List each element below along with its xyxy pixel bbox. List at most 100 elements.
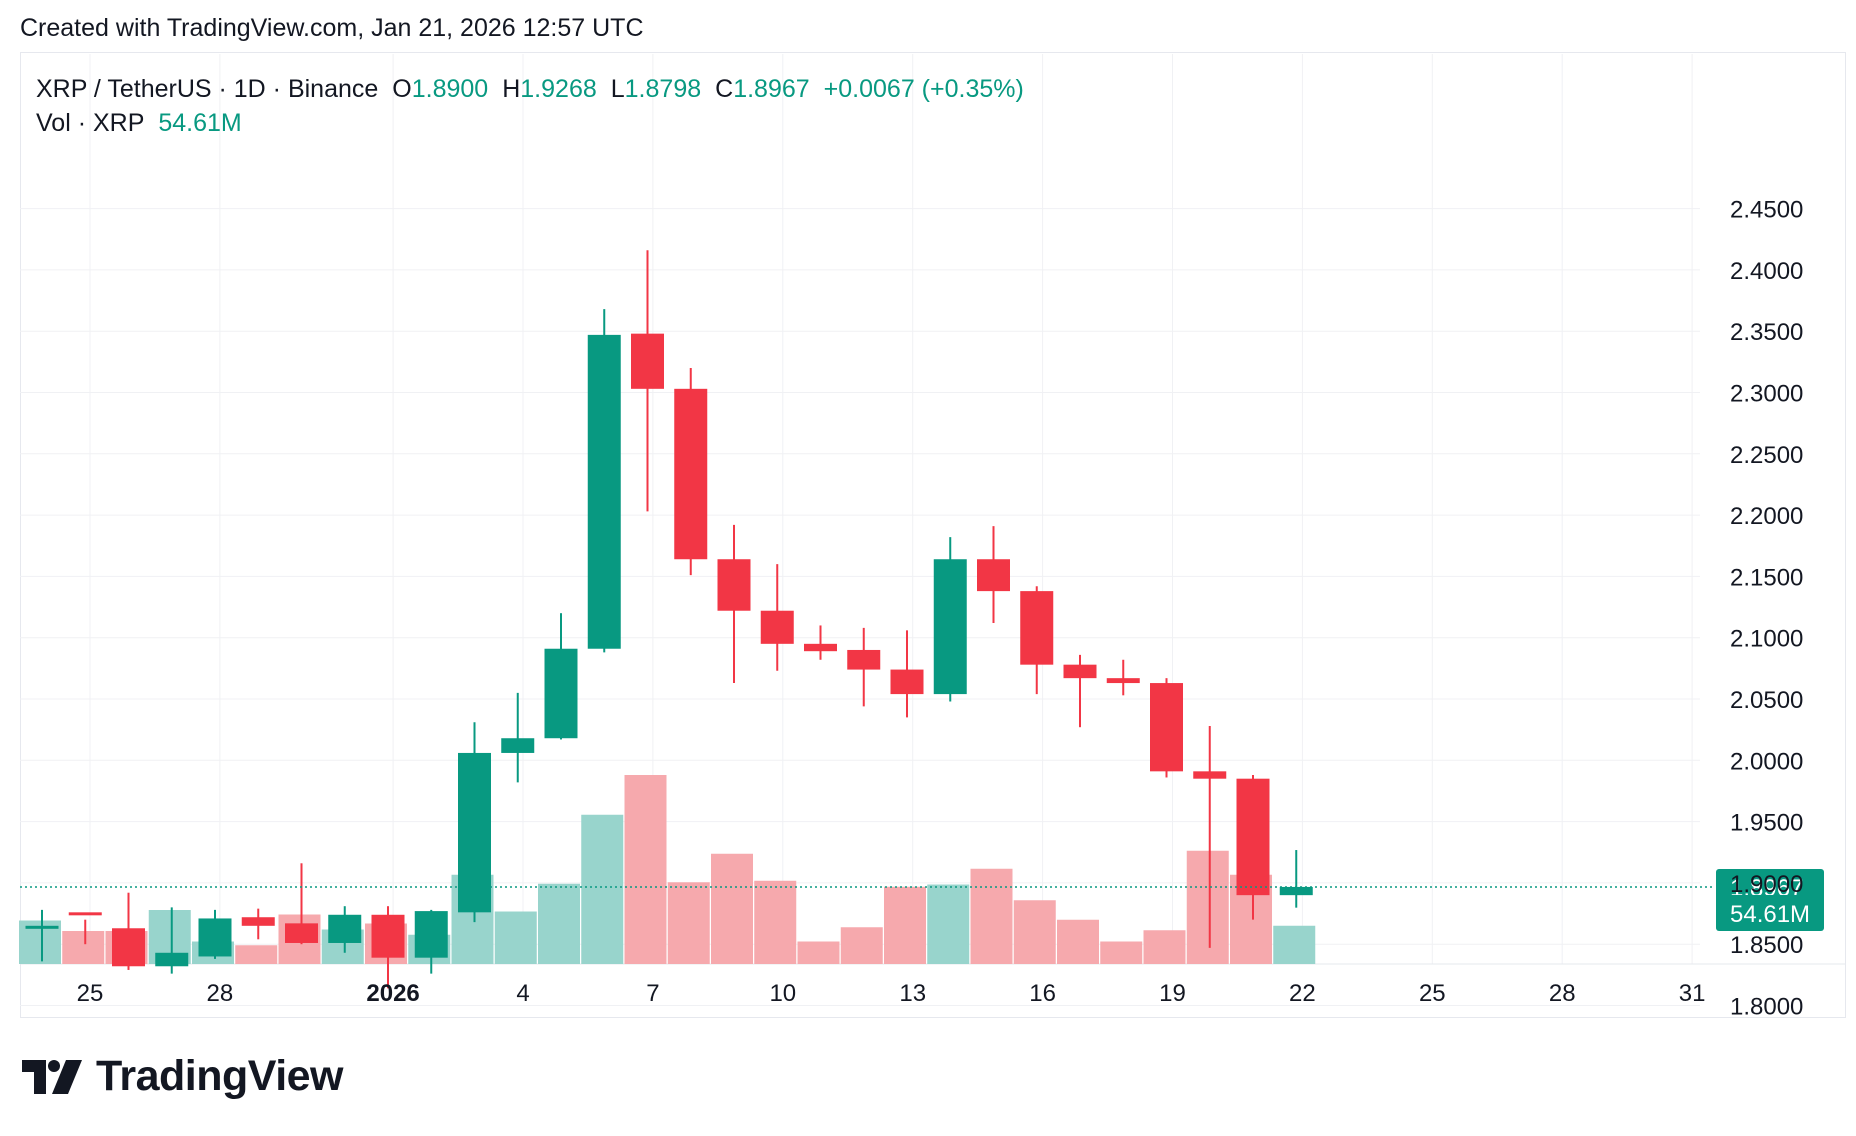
candle-body [977, 559, 1010, 592]
candle-body [1236, 778, 1270, 896]
high-label: H [502, 75, 521, 103]
candle-body [1020, 591, 1054, 665]
candle-body [1193, 771, 1227, 779]
open-label: O [392, 75, 412, 103]
candle [155, 907, 189, 974]
candle-body [544, 648, 578, 739]
candle-body [717, 559, 751, 611]
symbol-description[interactable]: XRP / TetherUS · 1D · Binance [36, 75, 379, 103]
open-value: 1.8900 [411, 75, 489, 103]
volume-bar [1143, 930, 1186, 964]
candle-body [458, 752, 491, 913]
candle [458, 722, 491, 923]
change-value: +0.0067 (+0.35%) [823, 75, 1024, 103]
candle [1193, 725, 1227, 948]
candle-body [25, 925, 59, 929]
time-tick-label: 28 [207, 980, 234, 1007]
time-tick-label: 10 [769, 980, 796, 1007]
volume-bar [667, 882, 710, 964]
candle [717, 524, 751, 684]
candle-body [155, 952, 189, 967]
candle [804, 625, 837, 660]
candle-body [328, 914, 362, 943]
volume-value: 54.61M [158, 109, 242, 137]
volume-bar [884, 886, 926, 964]
price-tick-label: 2.3000 [1730, 381, 1803, 408]
candle [501, 692, 535, 783]
candle [847, 627, 881, 707]
candle [544, 613, 578, 740]
volume-badge-label: 54.61M [1730, 901, 1810, 928]
candle-body [501, 738, 535, 753]
tradingview-logo-icon [22, 1059, 82, 1094]
candle [631, 250, 664, 512]
volume-bar [754, 880, 797, 964]
candle [933, 537, 967, 702]
tradingview-logo[interactable]: TradingView [22, 1052, 344, 1101]
candle-body [587, 334, 621, 649]
volume-bar [1273, 925, 1316, 964]
chart-legend: XRP / TetherUS · 1D · Binance O1.8900 H1.9… [36, 72, 1024, 140]
time-tick-label: 13 [899, 980, 926, 1007]
price-tick-label: 1.8000 [1730, 994, 1803, 1021]
candle-body [68, 912, 102, 916]
volume-bar [1100, 941, 1143, 964]
candle [977, 526, 1010, 623]
candle-body [890, 669, 924, 695]
volume-bar [840, 927, 883, 964]
candle [328, 906, 362, 953]
candle-body [847, 649, 881, 670]
volume-badge [1716, 895, 1824, 931]
price-tick-label: 2.4500 [1730, 197, 1803, 224]
candle [1150, 678, 1183, 778]
candle [760, 564, 794, 671]
close-value: 1.8967 [733, 75, 810, 103]
candle [1063, 654, 1097, 728]
price-tick-label: 1.9500 [1730, 810, 1803, 837]
candle [587, 309, 621, 653]
volume-bar [970, 868, 1013, 964]
candle [674, 367, 708, 576]
price-tick-label: 2.0500 [1730, 687, 1803, 714]
candle [1236, 775, 1270, 920]
volume-bar [581, 814, 624, 964]
time-tick-label: 25 [1419, 980, 1446, 1007]
candle [1279, 850, 1313, 908]
candles [25, 250, 1313, 989]
candle-body [1106, 678, 1140, 684]
candle-body [1063, 664, 1097, 679]
volume-label[interactable]: Vol · XRP [36, 109, 145, 137]
brand-name: TradingView [96, 1052, 344, 1100]
time-axis[interactable]: 25 28 2026 4 7 10 13 16 19 22 25 28 31 [77, 980, 1706, 1007]
price-tick-label: 2.2500 [1730, 442, 1803, 469]
price-tick-label: 2.0000 [1730, 748, 1803, 775]
low-value: 1.8798 [624, 75, 702, 103]
volume-bar [494, 911, 537, 964]
candle [198, 909, 232, 959]
candle [68, 912, 102, 945]
time-tick-label: 31 [1679, 980, 1706, 1007]
candle-body [371, 914, 405, 958]
price-tick-label: 2.2000 [1730, 503, 1803, 530]
candle-body [631, 333, 664, 389]
candle-body [1279, 886, 1313, 896]
time-tick-label: 2026 [366, 980, 419, 1007]
time-tick-label: 7 [646, 980, 659, 1007]
volume-bar [927, 884, 970, 964]
ohlc-row: XRP / TetherUS · 1D · Binance O1.8900 H1.9… [36, 72, 1024, 106]
candle-body [760, 610, 794, 644]
volume-bar [62, 931, 105, 964]
volume-bar [1013, 900, 1056, 964]
candle-body [285, 923, 318, 943]
candle [112, 892, 145, 970]
volume-row: Vol · XRP 54.61M [36, 106, 1024, 140]
close-label: C [715, 75, 734, 103]
price-tick-label: 1.8500 [1730, 932, 1803, 959]
price-axis[interactable]: 1.8000 1.8500 1.9000 1.9500 2.0000 2.0500 2.10… [1730, 197, 1803, 1021]
low-label: L [610, 75, 625, 103]
time-tick-label: 25 [77, 980, 104, 1007]
chart-frame [20, 52, 1846, 1018]
price-tick-label: 2.3500 [1730, 319, 1803, 346]
